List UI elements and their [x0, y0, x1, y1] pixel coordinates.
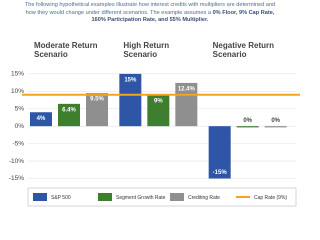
bar [264, 126, 287, 128]
y-tick-label: -15% [9, 175, 24, 182]
legend-box [27, 187, 297, 207]
value-label: 0% [271, 118, 280, 124]
chart: -15% -10% -5% 0% 5% 10% 15% 4% 6.4% 9.5% 15% 9% 12.4… [9, 71, 300, 207]
bar [175, 82, 198, 127]
intro: The following hypothetical examples illu… [20, 2, 280, 25]
bar [208, 126, 231, 179]
bar [236, 126, 259, 128]
bar [30, 112, 52, 127]
bar [119, 73, 142, 127]
value-label: 6.4% [62, 107, 76, 113]
legend-label: S&P 500 [51, 195, 71, 201]
bar [58, 103, 80, 127]
legend-label: Crediting Rate [188, 195, 220, 201]
y-tick-label: -5% [12, 140, 24, 147]
value-label: -15% [213, 170, 228, 176]
bar [147, 94, 170, 127]
y-tick-label: 0% [15, 123, 25, 130]
intro-bold: 0% Floor, 9% Cap Rate, 160% Participatio… [91, 9, 275, 24]
y-tick-label: 15% [11, 71, 24, 78]
scenario-title: Moderate Return Scenario [34, 41, 98, 59]
legend-swatch [33, 193, 47, 201]
intro-text: The following hypothetical examples illu… [24, 2, 276, 16]
y-tick-label: -10% [9, 158, 24, 165]
legend-swatch [98, 193, 112, 201]
legend-label: Segment Growth Rate [116, 195, 166, 201]
scenario-title: Negative Return Scenario [212, 41, 275, 59]
value-label: 12.4% [178, 87, 196, 93]
legend-label: Cap Rate (9%) [254, 195, 287, 201]
legend-swatch [170, 193, 184, 201]
scenario-title: High Return Scenario [123, 41, 170, 59]
y-tick-label: 10% [11, 88, 24, 95]
value-label: 15% [124, 77, 137, 83]
value-label: 0% [243, 118, 252, 124]
bar [86, 93, 108, 127]
value-label: 9.5% [90, 97, 104, 103]
y-tick-label: 5% [15, 105, 25, 112]
value-label: 4% [37, 116, 46, 122]
value-label: 9% [154, 98, 163, 104]
page: The following hypothetical examples illu… [9, 2, 300, 207]
